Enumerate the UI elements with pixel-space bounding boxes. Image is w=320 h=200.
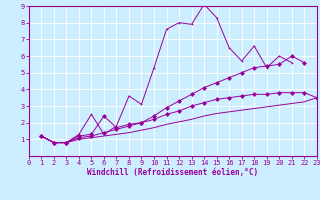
X-axis label: Windchill (Refroidissement éolien,°C): Windchill (Refroidissement éolien,°C) (87, 168, 258, 177)
